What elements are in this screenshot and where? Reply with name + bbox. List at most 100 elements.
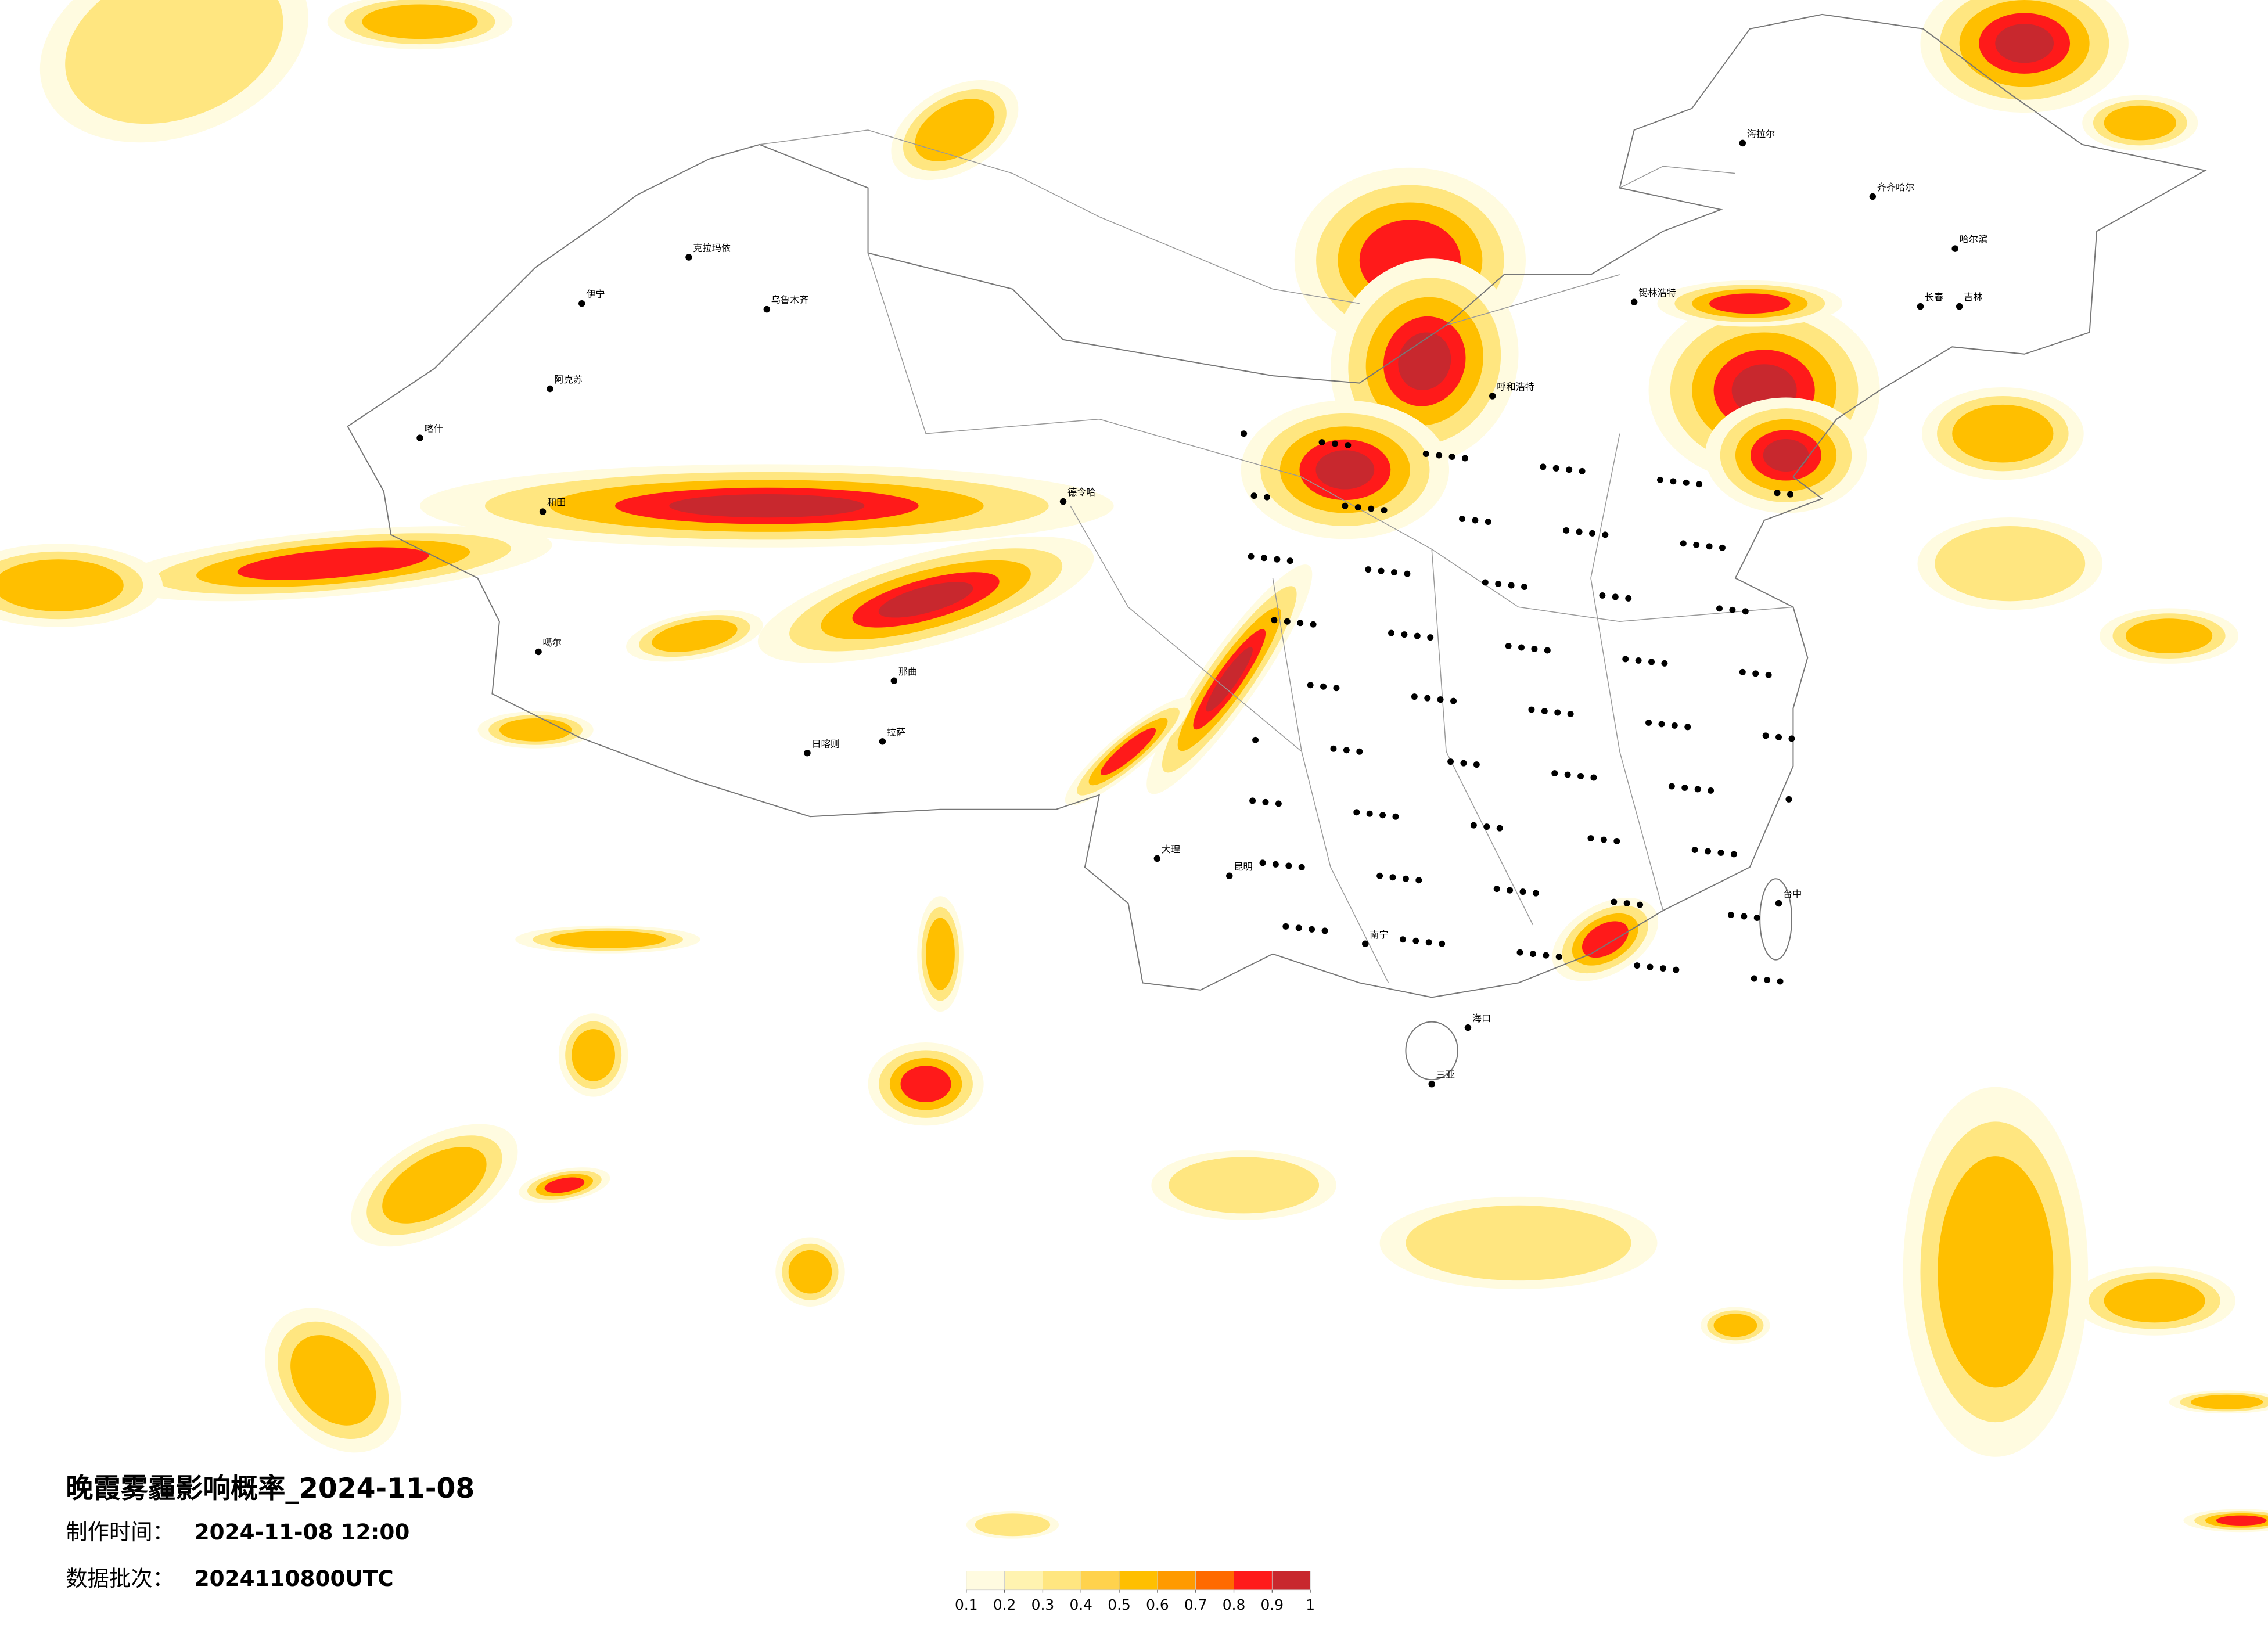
city-dot bbox=[1673, 966, 1680, 973]
city-dot bbox=[1751, 975, 1757, 982]
city-dot bbox=[1645, 719, 1652, 726]
city-label: 伊宁 bbox=[586, 289, 605, 300]
city-dot bbox=[1623, 900, 1630, 907]
city-dot bbox=[1551, 770, 1558, 777]
city-dot bbox=[1485, 519, 1491, 525]
city-dot bbox=[1739, 668, 1746, 675]
city-label: 吉林 bbox=[1964, 292, 1982, 303]
city-dot bbox=[1412, 937, 1419, 944]
haze-area bbox=[2216, 1515, 2267, 1526]
haze-area bbox=[1938, 1156, 2054, 1388]
country-outline bbox=[347, 13, 2207, 998]
city-dot bbox=[1541, 708, 1548, 715]
city-dot bbox=[1425, 939, 1432, 946]
city-dot bbox=[1656, 476, 1663, 483]
city-dot bbox=[1563, 527, 1570, 534]
city-dot bbox=[1399, 936, 1406, 943]
city-dot bbox=[416, 434, 423, 441]
city-label: 呼和浩特 bbox=[1497, 382, 1534, 393]
city-label: 锡林浩特 bbox=[1638, 287, 1676, 298]
haze-area bbox=[499, 718, 572, 742]
legend-swatch bbox=[966, 1571, 1005, 1591]
city-dot bbox=[1552, 465, 1559, 472]
city-dot bbox=[1343, 747, 1350, 754]
haze-area bbox=[975, 1513, 1051, 1537]
city-dot bbox=[1544, 647, 1551, 654]
city-dot bbox=[1295, 924, 1302, 931]
city-dot bbox=[1590, 774, 1597, 781]
city-dot bbox=[1309, 926, 1315, 933]
city-dot bbox=[1622, 656, 1629, 663]
city-dot bbox=[1241, 430, 1248, 437]
city-dot bbox=[1787, 491, 1793, 498]
haze-area bbox=[382, 1147, 487, 1224]
city-dot bbox=[1450, 697, 1457, 704]
city-dot bbox=[1683, 479, 1690, 486]
city-dot bbox=[1271, 617, 1278, 624]
city-dot bbox=[1262, 798, 1269, 805]
city-dot bbox=[1599, 592, 1606, 599]
city-dot bbox=[1516, 949, 1523, 956]
city-dot bbox=[1376, 872, 1383, 879]
legend-tick-label: 0.2 bbox=[993, 1596, 1016, 1613]
city-dot bbox=[1282, 923, 1289, 930]
city-dot bbox=[1285, 862, 1292, 869]
city-label: 日喀则 bbox=[811, 738, 839, 749]
city-dot bbox=[1345, 442, 1352, 449]
city-dot bbox=[1379, 812, 1386, 819]
haze-area bbox=[2190, 1394, 2263, 1409]
city-label: 噶尔 bbox=[543, 637, 562, 648]
city-dot bbox=[1630, 298, 1638, 305]
legend-tick-label: 0.9 bbox=[1261, 1596, 1284, 1613]
info-label: 制作时间： bbox=[66, 1519, 174, 1545]
city-label: 和田 bbox=[547, 497, 566, 508]
city-dot bbox=[1368, 505, 1375, 512]
city-dot bbox=[1470, 822, 1477, 829]
haze-area bbox=[1169, 1157, 1320, 1214]
legend-swatch bbox=[1271, 1571, 1311, 1591]
legend-tick-label: 0.5 bbox=[1108, 1596, 1131, 1613]
legend-tick-label: 0.4 bbox=[1069, 1596, 1092, 1613]
city-dot bbox=[1464, 1024, 1472, 1031]
city-dot bbox=[1531, 646, 1538, 652]
city-dot bbox=[1519, 888, 1526, 895]
legend-swatch bbox=[1234, 1571, 1273, 1591]
legend-tick-label: 1 bbox=[1306, 1596, 1315, 1613]
city-dot bbox=[685, 254, 692, 261]
haze-area bbox=[65, 0, 283, 124]
city-dot bbox=[1708, 787, 1715, 794]
legend: 0.1 0.2 0.3 0.4 0.5 0.6 0.7 0.8 0.9 1 bbox=[955, 1571, 1315, 1613]
haze-area bbox=[1315, 450, 1375, 490]
city-dot bbox=[804, 749, 811, 757]
city-dot bbox=[1404, 570, 1411, 577]
city-dot bbox=[1765, 671, 1772, 678]
city-dot bbox=[1439, 940, 1446, 947]
haze-area bbox=[1995, 24, 2054, 63]
city-dot bbox=[1493, 886, 1500, 893]
city-dot bbox=[1333, 685, 1340, 692]
city-dot bbox=[1274, 556, 1281, 563]
city-dot bbox=[1392, 813, 1399, 820]
city-label: 哈尔滨 bbox=[1960, 234, 1987, 245]
city-dot bbox=[1505, 643, 1512, 650]
city-dot bbox=[1587, 835, 1594, 842]
city-dot bbox=[1275, 800, 1282, 807]
city-dot bbox=[1706, 543, 1713, 550]
city-dot bbox=[1869, 193, 1877, 200]
legend-swatch bbox=[1080, 1571, 1120, 1591]
city-dot bbox=[1752, 670, 1759, 677]
haze-area bbox=[915, 99, 995, 161]
city-dot bbox=[1951, 245, 1958, 252]
city-dot bbox=[1764, 976, 1771, 983]
city-dot bbox=[1785, 796, 1792, 803]
city-dot bbox=[1696, 481, 1703, 488]
city-dot bbox=[1684, 724, 1691, 731]
city-dot bbox=[1307, 682, 1314, 689]
city-dot bbox=[1342, 502, 1349, 509]
haze-area bbox=[2125, 618, 2213, 653]
city-dot bbox=[1424, 695, 1431, 702]
city-dot bbox=[1460, 760, 1467, 767]
haze-area bbox=[1935, 526, 2086, 602]
